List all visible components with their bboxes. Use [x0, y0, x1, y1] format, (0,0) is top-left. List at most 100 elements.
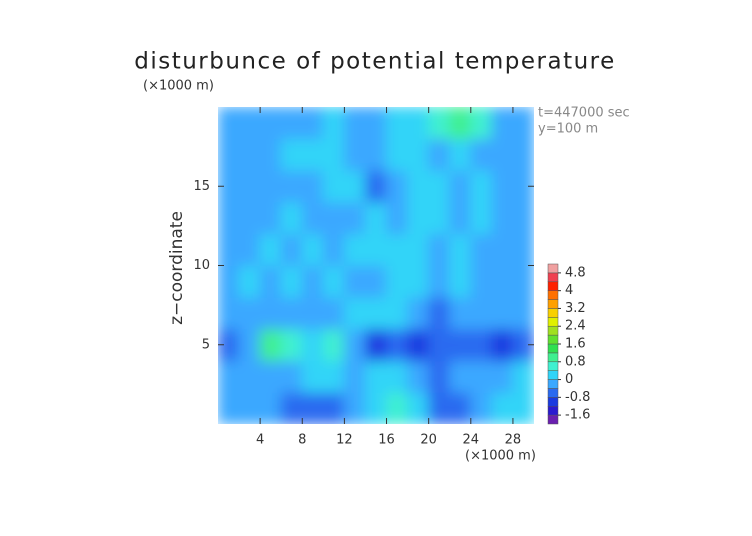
field-cell [386, 138, 409, 171]
field-cell [343, 360, 366, 393]
y-tick-label: 5 [202, 337, 210, 352]
field-cell [218, 138, 240, 171]
field-cell [322, 265, 345, 298]
field-cell [343, 107, 366, 140]
field-cell [238, 169, 261, 203]
field-cell [428, 328, 451, 362]
field-cell [428, 169, 451, 203]
field-cell [322, 328, 345, 362]
field-cell [364, 138, 388, 171]
field-cell [364, 391, 388, 424]
field-cell [301, 201, 324, 235]
colorbar-swatch [547, 361, 559, 371]
colorbar-tick-label: -1.6 [565, 408, 590, 423]
field-cell [280, 107, 303, 140]
colorbar-swatch [547, 414, 559, 425]
field-cell [259, 391, 282, 424]
field-cell [322, 169, 345, 203]
field-cell [512, 391, 534, 424]
field-cell [386, 265, 409, 298]
field-cell [512, 169, 534, 203]
field-cell [386, 107, 409, 140]
field-cell [301, 169, 324, 203]
field-cell [280, 169, 303, 203]
colorbar-swatch [547, 272, 559, 283]
field-cell [428, 265, 451, 298]
field-cell [322, 391, 345, 424]
colorbar-swatch [547, 379, 559, 389]
field-cell [407, 201, 430, 235]
colorbar-tick-label: 0.8 [565, 354, 586, 369]
field-cell [512, 201, 534, 235]
field-cell [343, 233, 366, 266]
colorbar-tick-label: -0.8 [565, 390, 590, 405]
field-cell [407, 296, 430, 330]
field-cell [218, 296, 240, 330]
field-cell [322, 233, 345, 266]
colorbar-swatch [547, 290, 559, 300]
field-cell [218, 169, 240, 203]
field-cell [280, 233, 303, 266]
colorbar-swatch [547, 308, 559, 318]
field-cell [449, 233, 472, 266]
colorbar-swatch [547, 343, 559, 354]
x-tick-label: 12 [336, 433, 353, 448]
field-cell [343, 201, 366, 235]
x-tick-label: 16 [378, 433, 395, 448]
field-cell [218, 107, 240, 140]
annotation: y=100 m [538, 122, 598, 137]
field-cell [301, 138, 324, 171]
field-cell [238, 233, 261, 266]
field-cell [364, 201, 388, 235]
y-unit-label: (×1000 m) [143, 79, 214, 94]
field-cell [407, 391, 430, 424]
colorbar-tick-label: 4 [565, 283, 573, 298]
field-cell [449, 169, 472, 203]
field-cell [322, 107, 345, 140]
field-cell [301, 233, 324, 266]
field-cell [218, 360, 240, 393]
field-cell [238, 391, 261, 424]
x-unit-label: (×1000 m) [465, 449, 536, 464]
field-cell [428, 360, 451, 393]
field-cell [512, 296, 534, 330]
field-cell [301, 360, 324, 393]
field-cell [428, 107, 451, 140]
field-cell [238, 201, 261, 235]
field-cell [491, 265, 514, 298]
field-cell [343, 391, 366, 424]
field-cell [238, 107, 261, 140]
field-cell [280, 265, 303, 298]
x-tick-label: 28 [505, 433, 522, 448]
field-cell [491, 391, 514, 424]
field-cell [491, 296, 514, 330]
field-cell [280, 138, 303, 171]
field-cells [218, 107, 534, 424]
field-cell [343, 296, 366, 330]
field-cell [364, 233, 388, 266]
field-cell [259, 138, 282, 171]
field-cell [259, 169, 282, 203]
colorbar-swatch [547, 397, 559, 407]
field-cell [322, 360, 345, 393]
field-cell [386, 169, 409, 203]
x-tick-label: 4 [256, 433, 264, 448]
field-cell [512, 265, 534, 298]
field-cell [343, 169, 366, 203]
field-cell [428, 296, 451, 330]
field-cell [364, 296, 388, 330]
field-cell [407, 138, 430, 171]
field-cell [491, 169, 514, 203]
field-cell [449, 328, 472, 362]
field-cell [301, 296, 324, 330]
field-cell [322, 296, 345, 330]
field-cell [280, 296, 303, 330]
field-cell [343, 328, 366, 362]
field-cell [364, 360, 388, 393]
colorbar-tick-label: 4.8 [565, 265, 586, 280]
field-cell [512, 233, 534, 266]
field-cell [218, 391, 240, 424]
field-cell [491, 328, 514, 362]
colorbar-tick-label: 3.2 [565, 301, 586, 316]
field-cell [407, 360, 430, 393]
